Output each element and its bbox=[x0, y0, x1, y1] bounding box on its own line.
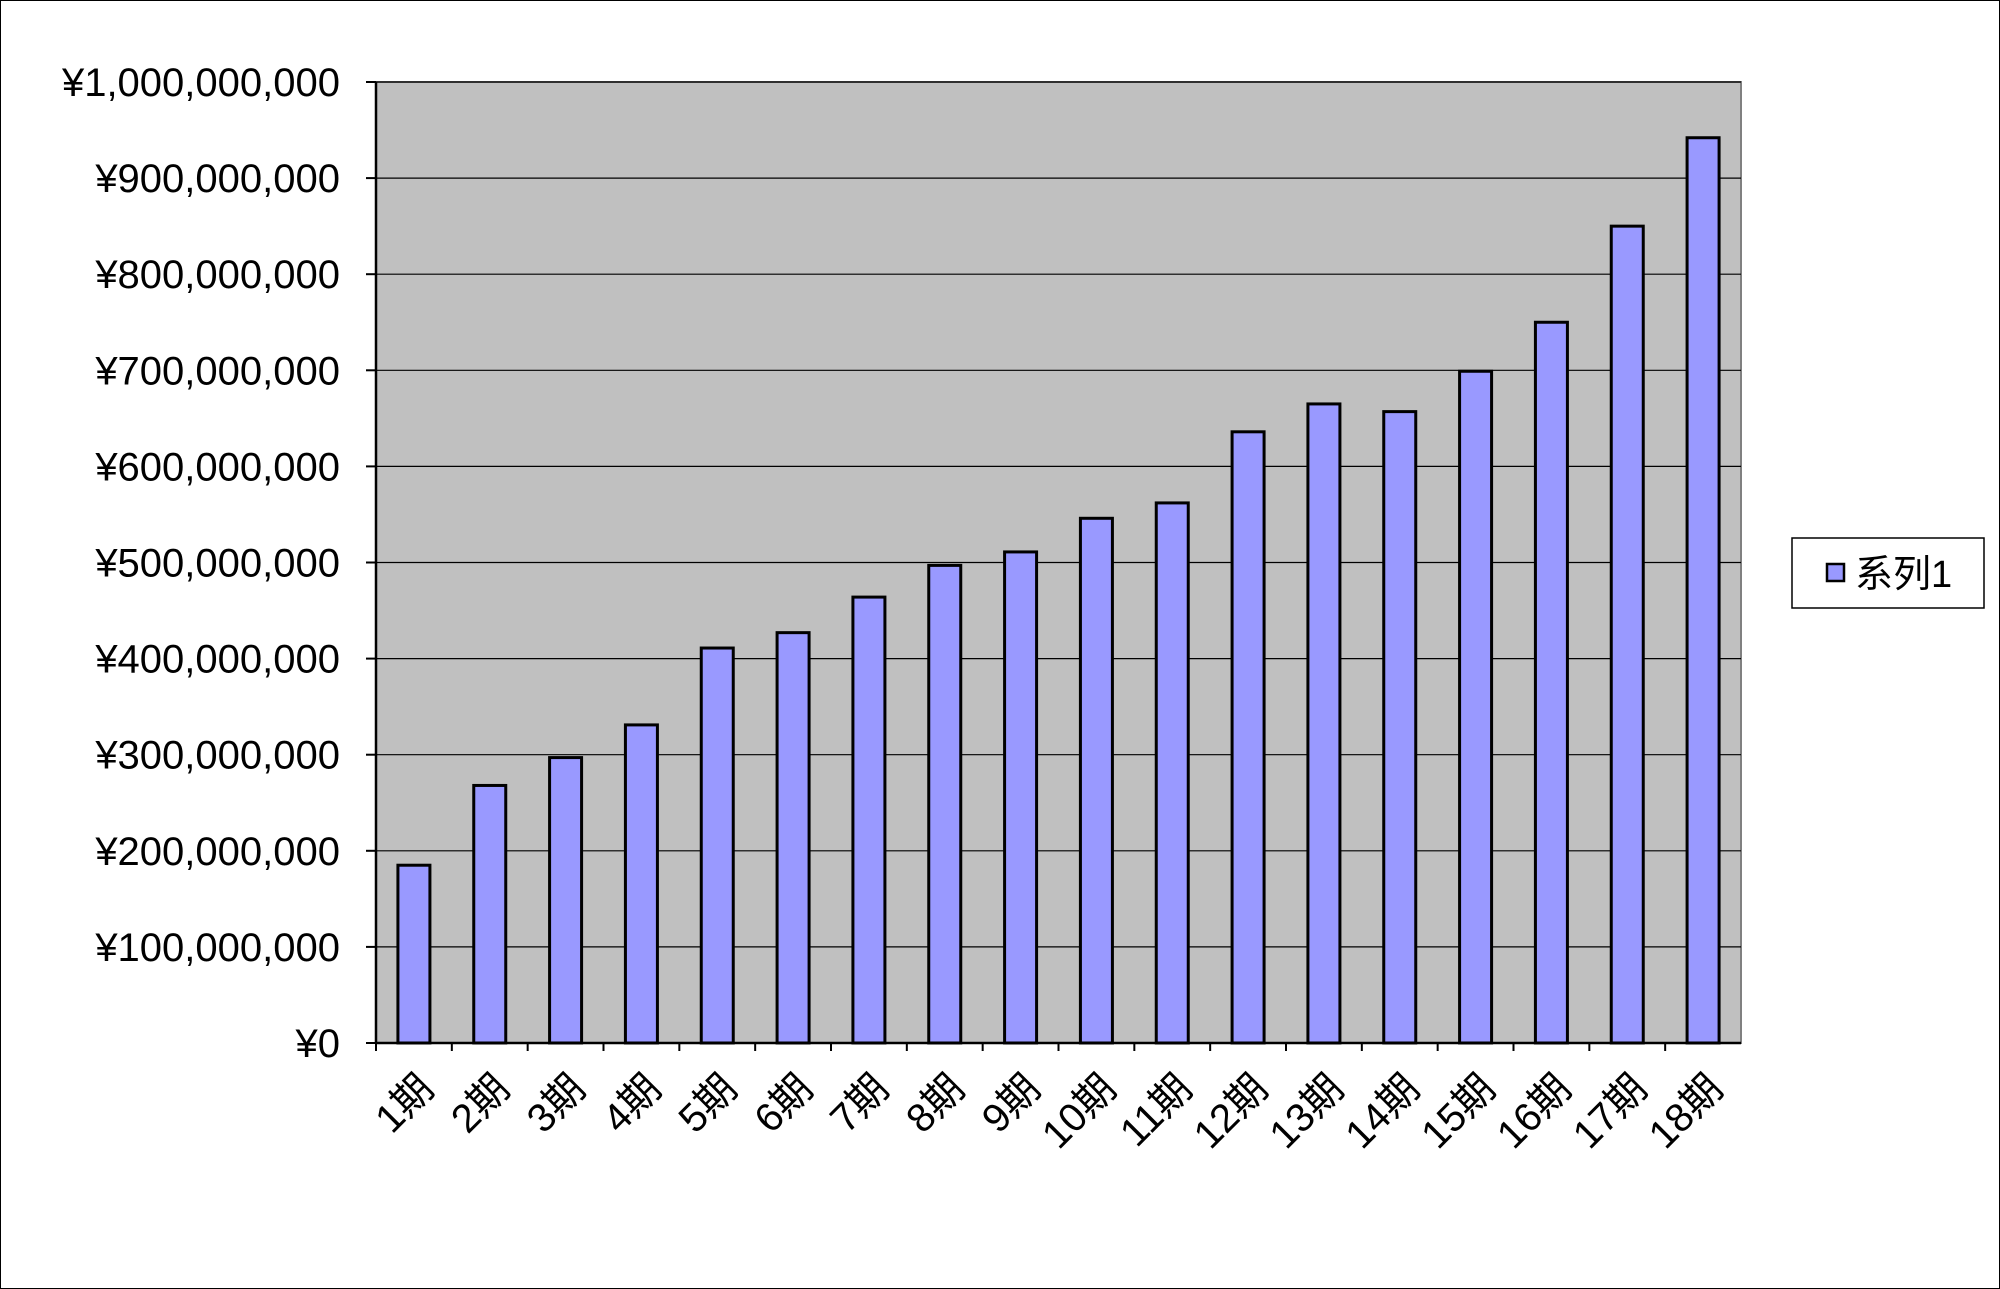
x-axis-ticks: 1期 2期 3期 4期 5期 6期 7期 8期 9期10期11期12期13期14期15期16期1… bbox=[367, 1043, 1731, 1157]
x-tick-label: 7期 bbox=[822, 1066, 897, 1141]
legend: 系列1 bbox=[1791, 537, 1985, 609]
legend-label-series-1: 系列1 bbox=[1855, 554, 1952, 596]
bar bbox=[1382, 410, 1418, 1045]
bar bbox=[1685, 136, 1721, 1045]
y-tick-label: ¥1,000,000,000 bbox=[61, 61, 340, 105]
x-tick-label: 1期 bbox=[367, 1066, 442, 1141]
bar bbox=[927, 563, 963, 1045]
x-tick-label: 12期 bbox=[1186, 1066, 1277, 1157]
y-tick-label: ¥400,000,000 bbox=[94, 638, 340, 682]
x-tick-label: 16期 bbox=[1489, 1066, 1580, 1157]
bar bbox=[1609, 224, 1645, 1045]
x-tick-label: 17期 bbox=[1565, 1066, 1656, 1157]
legend-box bbox=[1791, 537, 1985, 609]
x-tick-label: 8期 bbox=[898, 1066, 973, 1141]
bar bbox=[1306, 402, 1342, 1045]
legend-swatch-series-1 bbox=[1825, 562, 1846, 583]
bar bbox=[1078, 516, 1114, 1045]
x-tick-label: 14期 bbox=[1337, 1066, 1428, 1157]
bar bbox=[1154, 501, 1190, 1045]
bar bbox=[623, 723, 659, 1045]
x-tick-label: 3期 bbox=[519, 1066, 594, 1141]
x-tick-label: 5期 bbox=[670, 1066, 745, 1141]
y-tick-label: ¥700,000,000 bbox=[94, 349, 340, 393]
bar bbox=[396, 863, 432, 1045]
bar bbox=[851, 595, 887, 1045]
x-tick-label: 10期 bbox=[1034, 1066, 1125, 1157]
y-tick-label: ¥300,000,000 bbox=[94, 734, 340, 778]
bar bbox=[699, 646, 735, 1045]
x-tick-label: 2期 bbox=[443, 1066, 518, 1141]
bar bbox=[1230, 430, 1266, 1045]
x-tick-label: 6期 bbox=[746, 1066, 821, 1141]
y-tick-label: ¥500,000,000 bbox=[94, 542, 340, 586]
bar bbox=[548, 756, 584, 1045]
y-tick-label: ¥600,000,000 bbox=[94, 445, 340, 489]
bar bbox=[472, 783, 508, 1045]
x-tick-label: 13期 bbox=[1261, 1066, 1352, 1157]
y-tick-label: ¥900,000,000 bbox=[94, 157, 340, 201]
bar bbox=[1003, 550, 1039, 1045]
grid-lines bbox=[376, 81, 1741, 948]
x-tick-label: 18期 bbox=[1641, 1066, 1732, 1157]
y-tick-label: ¥100,000,000 bbox=[94, 926, 340, 970]
x-tick-label: 15期 bbox=[1413, 1066, 1504, 1157]
bar bbox=[775, 631, 811, 1045]
y-tick-label: ¥800,000,000 bbox=[94, 253, 340, 297]
bar bbox=[1458, 369, 1494, 1045]
y-tick-label: ¥200,000,000 bbox=[94, 830, 340, 874]
bar bbox=[1533, 320, 1569, 1045]
x-tick-label: 4期 bbox=[595, 1066, 670, 1141]
y-axis-ticks: ¥0 ¥100,000,000 ¥200,000,000 ¥300,000,000 ¥4… bbox=[61, 61, 376, 1066]
x-tick-label: 11期 bbox=[1112, 1066, 1201, 1155]
y-tick-label: ¥0 bbox=[295, 1022, 341, 1066]
